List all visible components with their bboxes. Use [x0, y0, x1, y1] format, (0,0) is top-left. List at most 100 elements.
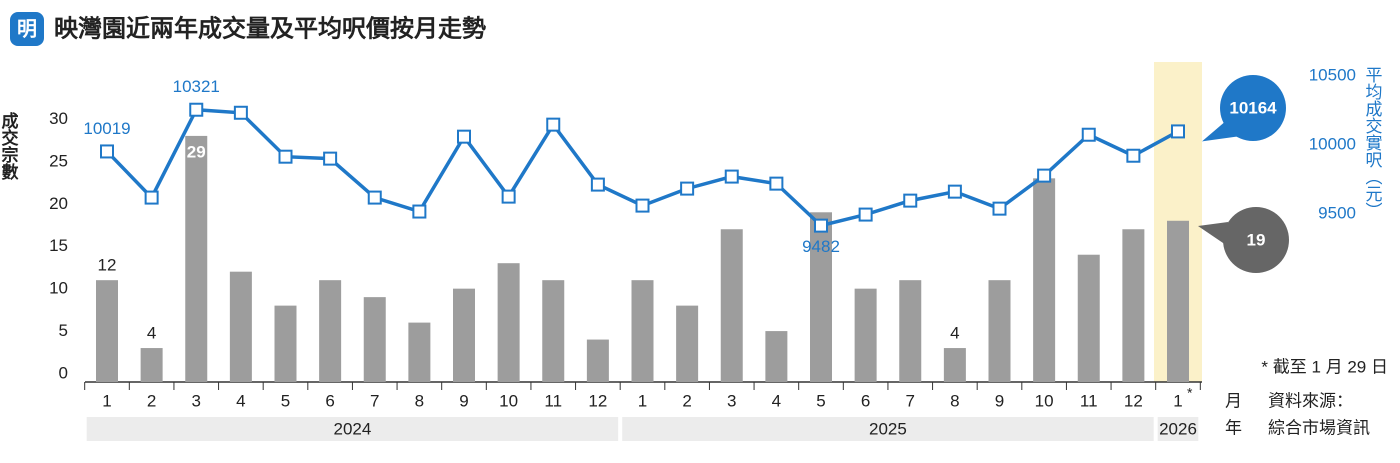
- marker: [278, 149, 293, 164]
- y2-tick-label: 10000: [1309, 135, 1356, 154]
- chart-title: 映灣園近兩年成交量及平均呎價按月走勢: [54, 14, 486, 42]
- group-label: 2025: [869, 419, 907, 438]
- x-tick-label: 8: [950, 391, 959, 410]
- x-tick-label: 10: [1035, 391, 1054, 410]
- callout: [1223, 207, 1289, 273]
- x-unit: 月: [1225, 391, 1242, 410]
- group-band: [1157, 417, 1199, 441]
- x-tick-label: 12: [588, 391, 607, 410]
- group-label: 2024: [334, 419, 372, 438]
- marker: [1171, 124, 1185, 139]
- bar: [274, 305, 297, 382]
- bar-label: 29: [187, 142, 206, 161]
- x-tick-label: 1: [102, 391, 111, 410]
- x-tick-label: 7: [370, 391, 379, 410]
- x-tick-label: 1: [1173, 391, 1182, 410]
- callout-label: 10164: [1229, 98, 1277, 117]
- x-tick-label: 8: [415, 391, 424, 410]
- bar-label: 12: [98, 256, 117, 275]
- bar: [229, 271, 252, 382]
- y-tick-label: 0: [59, 363, 68, 382]
- marker: [189, 102, 204, 117]
- marker: [724, 169, 739, 184]
- bar: [720, 229, 743, 382]
- marker: [992, 201, 1007, 216]
- note: * 截至 1 月 29 日: [1261, 357, 1388, 376]
- marker: [903, 193, 918, 208]
- marker: [546, 117, 561, 132]
- marker: [680, 181, 695, 196]
- bar: [140, 348, 163, 382]
- group-unit: 年: [1225, 418, 1242, 437]
- y-tick-label: 5: [59, 321, 68, 340]
- marker: [501, 189, 516, 204]
- x-tick-label: 5: [816, 391, 825, 410]
- bar-label: 4: [147, 324, 156, 343]
- marker: [323, 151, 338, 166]
- marker: [100, 144, 114, 159]
- bar: [319, 280, 342, 382]
- marker: [1126, 148, 1141, 163]
- x-tick-label: 4: [772, 391, 781, 410]
- bar: [586, 339, 609, 382]
- point-label: 10321: [173, 77, 220, 96]
- x-tick-label: 5: [281, 391, 290, 410]
- bar: [363, 297, 386, 382]
- group-label: 2026: [1159, 419, 1197, 438]
- bar: [765, 331, 788, 382]
- bar: [1077, 254, 1100, 382]
- x-tick-label: 2: [147, 391, 156, 410]
- source: 綜合市場資訊: [1268, 418, 1370, 437]
- x-tick-label: 6: [861, 391, 870, 410]
- y2-tick-label: 9500: [1318, 204, 1356, 223]
- x-tick-label: 11: [544, 391, 562, 410]
- marker: [858, 207, 873, 222]
- y-tick-label: 30: [49, 109, 68, 128]
- x-tick-label: 1: [638, 391, 647, 410]
- marker: [144, 190, 159, 205]
- x-tick-label: 3: [727, 391, 736, 410]
- bar: [676, 305, 699, 382]
- bar: [899, 280, 922, 382]
- marker: [769, 176, 784, 191]
- marker: [814, 218, 828, 233]
- marker: [367, 190, 382, 205]
- bar: [1033, 178, 1056, 382]
- bar: [453, 288, 475, 382]
- bar-label: 4: [950, 324, 959, 343]
- point-label: 10019: [83, 119, 130, 138]
- y-axis-title: 成交宗數: [0, 111, 18, 181]
- marker: [233, 105, 248, 120]
- bar: [542, 280, 565, 382]
- group-band: [622, 417, 1154, 441]
- bar: [631, 280, 654, 382]
- y-tick-label: 20: [49, 194, 68, 213]
- x-tick-label: 6: [325, 391, 334, 410]
- bar: [854, 288, 877, 382]
- x-tick-label: 2: [682, 391, 691, 410]
- bar: [988, 280, 1011, 382]
- bar: [96, 280, 118, 382]
- group-band: [86, 417, 619, 441]
- note-marker: *: [1187, 385, 1193, 401]
- marker: [412, 204, 427, 219]
- logo-box: [10, 12, 44, 46]
- x-tick-label: 12: [1124, 391, 1143, 410]
- y2-tick-label: 10500: [1309, 65, 1356, 84]
- marker: [1037, 168, 1052, 183]
- y-tick-label: 15: [49, 236, 68, 255]
- callout-pointer: [1198, 222, 1228, 245]
- callout: [1220, 75, 1286, 141]
- callout-label: 19: [1247, 230, 1266, 249]
- bar: [810, 212, 832, 382]
- marker: [947, 184, 962, 199]
- y2-axis-title: 平均成交實呎（元）: [1363, 66, 1383, 219]
- marker: [590, 177, 605, 192]
- x-tick-label: 9: [995, 391, 1004, 410]
- x-tick-label: 4: [236, 391, 245, 410]
- marker: [1081, 127, 1096, 142]
- x-tick-label: 7: [906, 391, 915, 410]
- source-label: 資料來源：: [1268, 391, 1353, 410]
- bar: [1167, 220, 1189, 382]
